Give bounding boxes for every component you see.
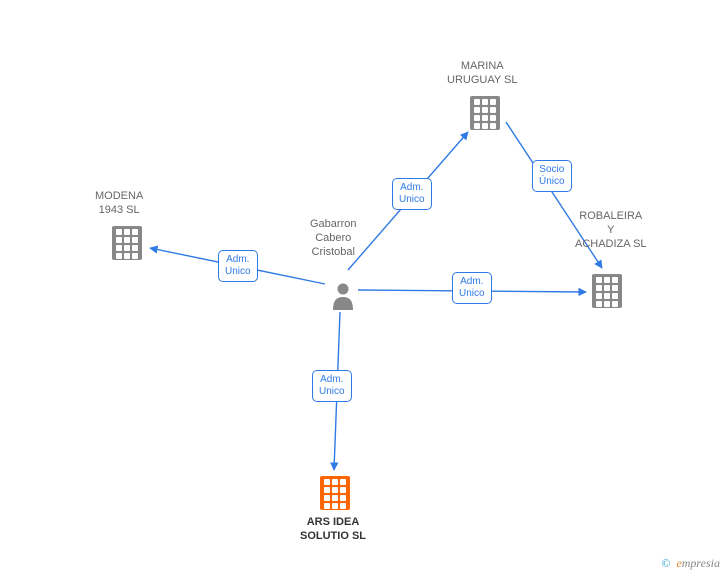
building-icon	[112, 226, 142, 260]
edge-label: Adm. Unico	[392, 178, 432, 210]
building-icon	[470, 96, 500, 130]
node-label: Gabarron Cabero Cristobal	[310, 218, 356, 259]
brand-rest: mpresia	[682, 556, 720, 570]
copyright-symbol: ©	[661, 556, 670, 570]
node-label: ARS IDEA SOLUTIO SL	[300, 516, 366, 544]
copyright-footer: © empresia	[661, 556, 720, 571]
person-icon	[332, 282, 354, 310]
node-label: MARINA URUGUAY SL	[447, 60, 518, 88]
edge-label: Adm. Unico	[452, 272, 492, 304]
edge-label: Adm. Unico	[218, 250, 258, 282]
edge-label: Adm. Unico	[312, 370, 352, 402]
node-label: MODENA 1943 SL	[95, 190, 143, 218]
building-icon	[592, 274, 622, 308]
node-label: ROBALEIRA Y ACHADIZA SL	[575, 210, 647, 251]
building-icon	[320, 476, 350, 510]
diagram-canvas: Gabarron Cabero Cristobal MODENA 1943 SL M…	[0, 0, 728, 575]
edge-label: Socio Único	[532, 160, 572, 192]
